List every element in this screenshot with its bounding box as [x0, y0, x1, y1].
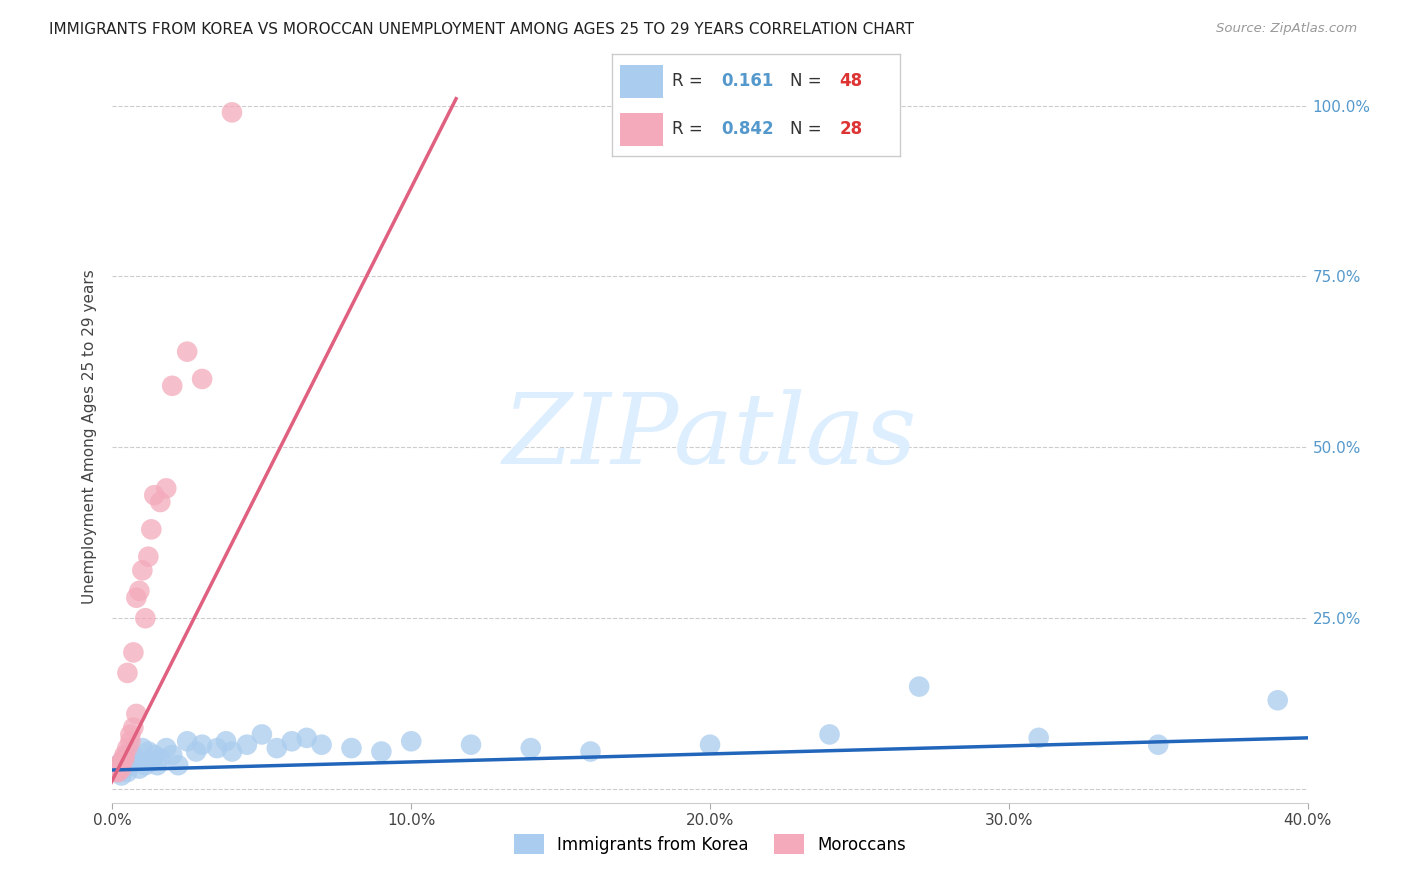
Point	[134, 758, 156, 772]
Point	[131, 741, 153, 756]
Point	[281, 734, 304, 748]
Point	[221, 745, 243, 759]
Text: 28: 28	[839, 120, 862, 138]
Point	[340, 741, 363, 756]
Point	[128, 583, 150, 598]
Point	[176, 734, 198, 748]
Point	[205, 741, 228, 756]
Text: R =: R =	[672, 120, 709, 138]
Text: R =: R =	[672, 72, 709, 90]
Bar	[620, 65, 664, 97]
Point	[104, 765, 127, 780]
Point	[128, 762, 150, 776]
Point	[114, 751, 135, 765]
Point	[250, 727, 273, 741]
Point	[110, 755, 132, 769]
Legend: Immigrants from Korea, Moroccans: Immigrants from Korea, Moroccans	[508, 828, 912, 860]
Point	[699, 738, 721, 752]
Point	[110, 755, 132, 769]
Point	[107, 765, 129, 780]
Point	[401, 734, 423, 748]
Text: ZIPatlas: ZIPatlas	[503, 390, 917, 484]
Point	[134, 611, 156, 625]
Point	[1028, 731, 1050, 745]
Point	[114, 751, 135, 765]
Point	[167, 758, 190, 772]
Text: 48: 48	[839, 72, 862, 90]
Text: N =: N =	[790, 72, 827, 90]
Point	[122, 645, 145, 659]
Point	[143, 747, 166, 762]
Point	[117, 741, 139, 756]
Point	[460, 738, 482, 752]
Point	[191, 738, 214, 752]
Point	[221, 105, 243, 120]
Text: IMMIGRANTS FROM KOREA VS MOROCCAN UNEMPLOYMENT AMONG AGES 25 TO 29 YEARS CORRELA: IMMIGRANTS FROM KOREA VS MOROCCAN UNEMPL…	[49, 22, 914, 37]
Point	[295, 731, 318, 745]
Point	[117, 665, 139, 680]
Point	[186, 745, 208, 759]
Point	[1147, 738, 1170, 752]
Point	[122, 755, 145, 769]
Point	[311, 738, 333, 752]
Y-axis label: Unemployment Among Ages 25 to 29 years: Unemployment Among Ages 25 to 29 years	[82, 269, 97, 605]
Point	[104, 762, 127, 776]
Point	[107, 758, 129, 772]
Point	[120, 727, 142, 741]
Point	[110, 762, 132, 776]
Point	[120, 745, 142, 759]
Point	[141, 755, 163, 769]
Point	[125, 591, 148, 605]
Point	[110, 768, 132, 782]
Point	[107, 765, 129, 780]
Point	[162, 747, 183, 762]
Point	[149, 495, 172, 509]
Point	[215, 734, 238, 748]
Point	[520, 741, 543, 756]
Text: 0.842: 0.842	[721, 120, 773, 138]
Point	[122, 721, 145, 735]
Point	[155, 481, 177, 495]
Text: 0.161: 0.161	[721, 72, 773, 90]
Point	[149, 751, 172, 765]
Point	[579, 745, 602, 759]
Point	[104, 762, 127, 776]
Point	[146, 758, 169, 772]
Point	[114, 747, 135, 762]
Point	[908, 680, 931, 694]
Point	[141, 522, 163, 536]
Point	[191, 372, 214, 386]
Point	[125, 706, 148, 721]
Point	[1267, 693, 1289, 707]
Point	[155, 741, 177, 756]
Point	[131, 563, 153, 577]
Point	[117, 765, 139, 780]
Point	[236, 738, 259, 752]
Point	[138, 745, 160, 759]
Point	[143, 488, 166, 502]
Point	[117, 747, 139, 762]
Text: N =: N =	[790, 120, 827, 138]
Point	[120, 734, 142, 748]
Point	[125, 751, 148, 765]
Bar	[620, 113, 664, 145]
Point	[114, 762, 135, 776]
Point	[176, 344, 198, 359]
Point	[370, 745, 392, 759]
Point	[266, 741, 288, 756]
Point	[120, 758, 142, 772]
Text: Source: ZipAtlas.com: Source: ZipAtlas.com	[1216, 22, 1357, 36]
Point	[818, 727, 841, 741]
Point	[107, 758, 129, 772]
Point	[138, 549, 160, 564]
Point	[162, 379, 183, 393]
